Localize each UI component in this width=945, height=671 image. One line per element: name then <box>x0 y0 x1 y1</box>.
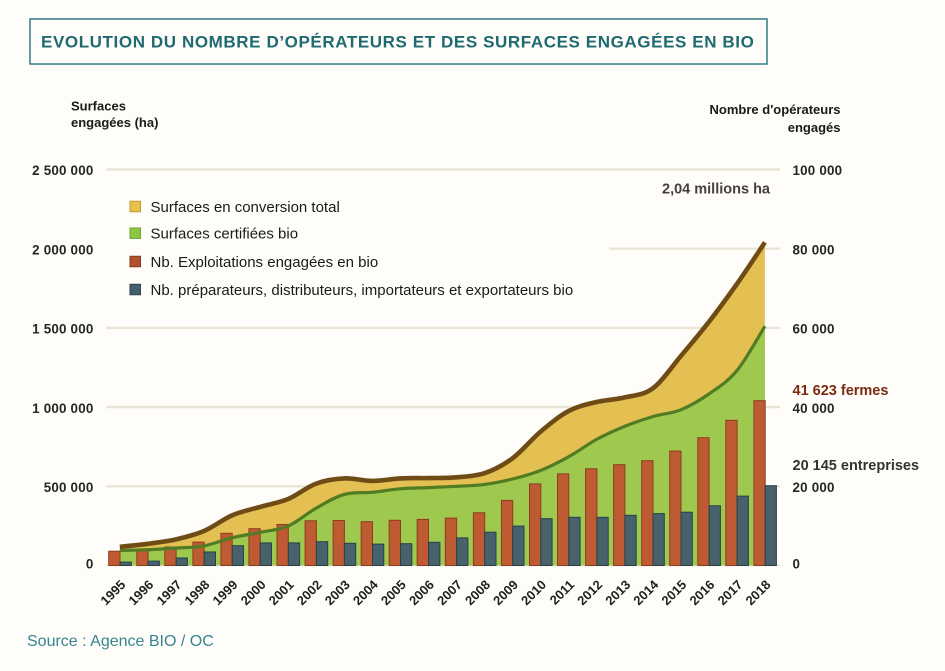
svg-text:20 145 entreprises: 20 145 entreprises <box>793 458 920 474</box>
svg-text:40 000: 40 000 <box>793 401 835 416</box>
svg-text:Nombre d'opérateurs: Nombre d'opérateurs <box>710 102 841 117</box>
svg-text:2,04 millions ha: 2,04 millions ha <box>662 182 771 198</box>
svg-text:2 500 000: 2 500 000 <box>32 163 93 178</box>
svg-text:1 000 000: 1 000 000 <box>32 401 93 416</box>
svg-text:20 000: 20 000 <box>793 480 835 495</box>
svg-text:0: 0 <box>793 557 801 572</box>
svg-text:Source : Agence BIO / OC: Source : Agence BIO / OC <box>27 633 214 650</box>
svg-text:engagés: engagés <box>788 120 841 135</box>
svg-text:500 000: 500 000 <box>44 480 94 495</box>
svg-text:2 000 000: 2 000 000 <box>32 242 93 257</box>
svg-text:100 000: 100 000 <box>793 163 843 178</box>
svg-text:engagées (ha): engagées (ha) <box>71 115 158 130</box>
svg-text:Surfaces: Surfaces <box>71 99 126 114</box>
svg-text:0: 0 <box>86 557 94 572</box>
svg-text:1 500 000: 1 500 000 <box>32 322 93 337</box>
svg-text:Surfaces certifiées bio: Surfaces certifiées bio <box>151 226 299 243</box>
svg-text:41 623 fermes: 41 623 fermes <box>793 383 889 399</box>
svg-text:Nb. préparateurs, distributeur: Nb. préparateurs, distributeurs, importa… <box>151 282 574 299</box>
svg-text:EVOLUTION DU NOMBRE D’OPÉRATEU: EVOLUTION DU NOMBRE D’OPÉRATEURS ET DES … <box>41 33 754 52</box>
svg-text:60 000: 60 000 <box>793 322 835 337</box>
svg-text:80 000: 80 000 <box>793 242 835 257</box>
svg-text:Surfaces en conversion total: Surfaces en conversion total <box>151 199 340 216</box>
svg-text:Nb. Exploitations engagées en: Nb. Exploitations engagées en bio <box>151 254 379 271</box>
